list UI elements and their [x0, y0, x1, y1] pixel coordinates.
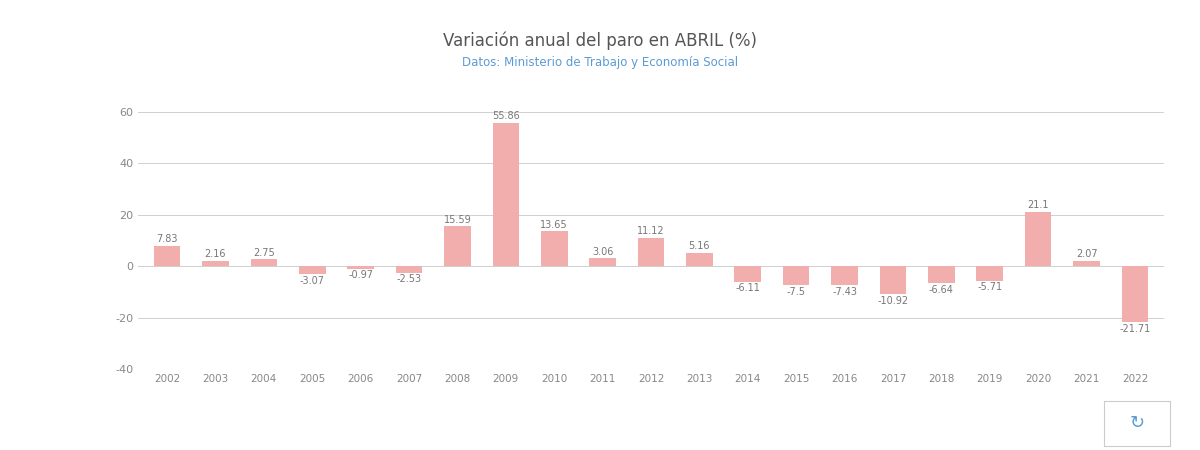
Text: Datos: Ministerio de Trabajo y Economía Social: Datos: Ministerio de Trabajo y Economía …	[462, 56, 738, 69]
Text: 2.07: 2.07	[1075, 249, 1097, 259]
Bar	[347, 266, 374, 269]
Text: 2.75: 2.75	[253, 248, 275, 257]
Text: 13.65: 13.65	[540, 220, 568, 230]
Text: Variación anual del paro en ABRIL (%): Variación anual del paro en ABRIL (%)	[443, 32, 757, 50]
Text: -21.71: -21.71	[1120, 324, 1151, 333]
Bar	[251, 259, 277, 266]
Text: -7.43: -7.43	[832, 287, 857, 297]
Text: 11.12: 11.12	[637, 226, 665, 236]
Bar	[832, 266, 858, 285]
Bar	[637, 238, 665, 266]
Bar	[880, 266, 906, 294]
Text: -6.64: -6.64	[929, 285, 954, 295]
Bar	[1073, 261, 1100, 266]
Text: 5.16: 5.16	[689, 241, 710, 252]
Bar	[299, 266, 325, 274]
Text: -5.71: -5.71	[977, 282, 1002, 292]
Bar	[977, 266, 1003, 281]
Bar	[1025, 212, 1051, 266]
Text: 15.59: 15.59	[444, 215, 472, 225]
Text: -6.11: -6.11	[736, 284, 761, 293]
Text: 55.86: 55.86	[492, 111, 520, 121]
Text: 3.06: 3.06	[592, 247, 613, 257]
Bar	[782, 266, 810, 285]
Bar	[154, 246, 180, 266]
Text: 2.16: 2.16	[205, 249, 226, 259]
Text: -3.07: -3.07	[300, 275, 325, 286]
Bar	[396, 266, 422, 273]
Text: -0.97: -0.97	[348, 270, 373, 280]
Bar	[686, 253, 713, 266]
Text: -2.53: -2.53	[396, 274, 421, 284]
Bar	[928, 266, 955, 283]
Bar	[734, 266, 761, 282]
Bar	[1122, 266, 1148, 322]
Text: 7.83: 7.83	[156, 234, 178, 244]
Bar	[202, 261, 229, 266]
Bar	[589, 258, 616, 266]
Text: -10.92: -10.92	[877, 296, 908, 306]
Text: ↻: ↻	[1129, 414, 1145, 432]
Text: 21.1: 21.1	[1027, 200, 1049, 210]
Bar	[492, 122, 520, 266]
Text: -7.5: -7.5	[787, 287, 805, 297]
Bar	[444, 226, 470, 266]
Bar	[541, 231, 568, 266]
